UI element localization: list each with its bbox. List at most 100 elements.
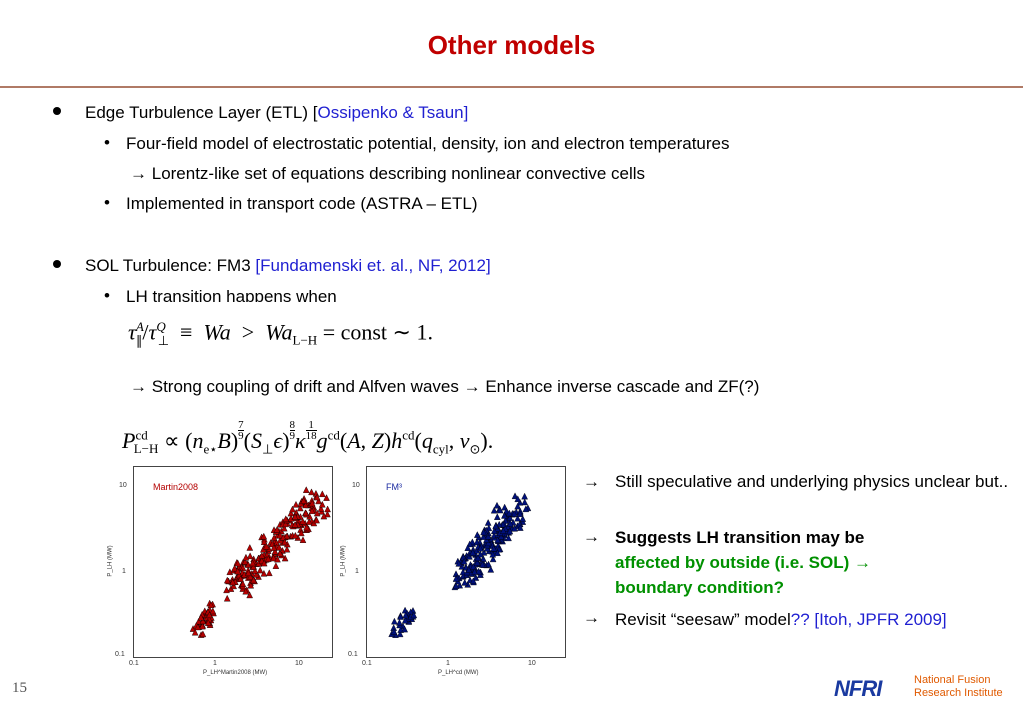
fm3-point bbox=[506, 527, 514, 535]
note-1: Still speculative and underlying physics… bbox=[615, 472, 1009, 491]
martin-point bbox=[264, 555, 272, 563]
fm3-point bbox=[480, 548, 488, 556]
martin-point bbox=[231, 564, 238, 572]
x-tick-01: 0.1 bbox=[362, 660, 372, 667]
fm3-point bbox=[401, 625, 409, 633]
fm3-point bbox=[490, 527, 498, 535]
fm3-point bbox=[477, 550, 484, 558]
x-tick-01: 0.1 bbox=[129, 660, 139, 667]
fm3-point bbox=[460, 557, 468, 565]
fm3-point bbox=[516, 498, 524, 506]
martin-point bbox=[242, 553, 250, 561]
martin-point bbox=[206, 611, 213, 619]
martin-point bbox=[273, 526, 281, 533]
y-axis-label: P_LH (MW) bbox=[107, 545, 114, 577]
martin-point bbox=[283, 545, 291, 553]
martin-point bbox=[199, 630, 207, 638]
martin-point bbox=[272, 562, 280, 569]
fm3-point bbox=[402, 611, 410, 619]
etl-item-2: Implemented in transport code (ASTRA – E… bbox=[126, 194, 478, 213]
martin-point bbox=[245, 569, 252, 577]
fm3-point bbox=[475, 567, 483, 575]
martin-point bbox=[302, 509, 310, 517]
martin-point bbox=[199, 617, 207, 625]
martin-point bbox=[280, 524, 288, 532]
martin-point bbox=[250, 576, 257, 584]
nfri-logo-mark: NFRI bbox=[834, 676, 882, 702]
martin-point bbox=[230, 582, 238, 590]
lorentz-text: Lorentz-like set of equations describing… bbox=[151, 164, 646, 183]
martin-point bbox=[247, 581, 255, 589]
bullet-dot bbox=[53, 107, 61, 115]
martin-point bbox=[241, 558, 249, 565]
cascade-text: Enhance inverse cascade and ZF(?) bbox=[485, 377, 760, 396]
fm3-point bbox=[516, 510, 524, 517]
coupling-line: → Strong coupling of drift and Alfven wa… bbox=[130, 377, 759, 397]
fm3-point bbox=[519, 515, 527, 522]
fm3-point bbox=[465, 566, 473, 573]
fm3-point bbox=[511, 492, 519, 500]
note-2-bold: Suggests LH transition may be bbox=[615, 528, 865, 547]
martin-point bbox=[274, 555, 281, 563]
fm3-point bbox=[522, 505, 530, 513]
fm3-point bbox=[506, 519, 514, 527]
fm3-point bbox=[484, 519, 492, 526]
fm3-point bbox=[464, 544, 472, 551]
martin-point bbox=[209, 607, 217, 615]
fm3-point bbox=[401, 616, 409, 624]
martin-point bbox=[296, 504, 304, 512]
fm3-point bbox=[459, 568, 467, 576]
fm3-point bbox=[477, 571, 484, 578]
martin-point bbox=[292, 500, 300, 508]
note-3-text: Revisit “seesaw” model bbox=[615, 610, 791, 629]
martin-point bbox=[315, 497, 322, 505]
martin-point bbox=[252, 570, 260, 578]
sub-bullet: • bbox=[104, 193, 110, 212]
martin-point bbox=[313, 493, 321, 501]
fm3-point bbox=[487, 565, 495, 573]
fm3-point bbox=[489, 555, 497, 563]
martin-point bbox=[281, 538, 289, 546]
fm3-point bbox=[474, 559, 481, 566]
fm3-point bbox=[470, 563, 477, 570]
martin-point bbox=[223, 586, 230, 594]
fm3-point bbox=[514, 495, 522, 503]
martin-point bbox=[276, 531, 284, 539]
martin-point bbox=[234, 559, 242, 567]
x-tick-10: 10 bbox=[528, 660, 536, 667]
fm3-point bbox=[483, 544, 491, 552]
martin-point bbox=[223, 576, 231, 584]
fm3-point bbox=[490, 506, 498, 514]
equation-plh: PcdL−H ∝ (ne⋆B) 7 9 (S⊥ϵ) 8 9 κ 1 18 gcd(A, Z)hcd… bbox=[122, 419, 494, 457]
fm3-point bbox=[511, 524, 518, 532]
note-2: Suggests LH transition may be affected b… bbox=[615, 525, 1015, 600]
martin-point bbox=[324, 510, 331, 518]
martin-point bbox=[195, 617, 202, 625]
fm3-point bbox=[497, 533, 505, 540]
etl-item-1: Four-field model of electrostatic potent… bbox=[126, 134, 730, 153]
equation-wa: τA∥/τQ⊥ ≡ Wa > WaL−H = const ∼ 1. bbox=[128, 319, 433, 348]
fm3-point bbox=[521, 498, 529, 506]
fm3-point bbox=[494, 536, 501, 544]
fm3-point bbox=[396, 618, 403, 626]
martin-point bbox=[191, 628, 199, 636]
martin-scatter bbox=[189, 486, 331, 638]
martin-point bbox=[242, 587, 250, 595]
martin-point bbox=[237, 575, 244, 582]
etl-reference: Ossipenko & Tsaun] bbox=[317, 103, 469, 122]
section1-heading: Edge Turbulence Layer (ETL) [Ossipenko &… bbox=[85, 103, 468, 123]
arrow-icon: → bbox=[854, 553, 871, 572]
fm3-reference: [Fundamenski et. al., NF, 2012] bbox=[255, 256, 491, 275]
martin-point bbox=[263, 542, 270, 550]
fm3-point bbox=[455, 559, 463, 567]
y-tick-1: 1 bbox=[122, 568, 126, 575]
martin-point bbox=[317, 505, 325, 512]
martin-point bbox=[246, 552, 254, 560]
fm3-point bbox=[485, 560, 492, 568]
fm3-point bbox=[514, 514, 521, 522]
martin-point bbox=[300, 497, 307, 504]
note-2-green-2: boundary condition? bbox=[615, 578, 785, 597]
fm3-point bbox=[521, 492, 528, 500]
martin-point bbox=[292, 531, 299, 539]
fm3-point bbox=[480, 533, 487, 540]
